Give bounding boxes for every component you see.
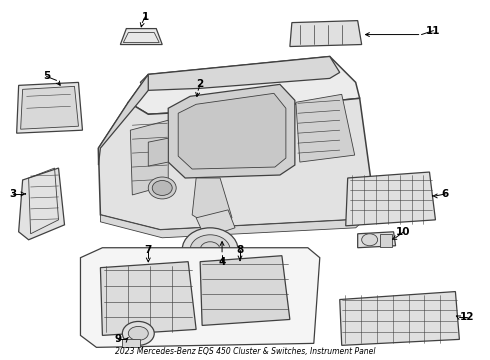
Text: 3: 3 (9, 189, 16, 199)
Polygon shape (168, 84, 295, 178)
Polygon shape (178, 93, 286, 169)
Polygon shape (340, 292, 460, 345)
Polygon shape (130, 120, 168, 195)
Ellipse shape (152, 180, 172, 195)
Text: 2023 Mercedes-Benz EQS 450 Cluster & Switches, Instrument Panel: 2023 Mercedes-Benz EQS 450 Cluster & Swi… (115, 347, 375, 356)
Polygon shape (358, 232, 395, 248)
Ellipse shape (122, 321, 154, 345)
Ellipse shape (182, 228, 238, 272)
Polygon shape (140, 57, 340, 90)
Polygon shape (296, 94, 355, 162)
Polygon shape (21, 86, 78, 129)
Polygon shape (200, 256, 290, 325)
Text: 11: 11 (426, 26, 441, 36)
Ellipse shape (128, 327, 148, 340)
Text: 4: 4 (219, 257, 226, 267)
Polygon shape (80, 248, 320, 347)
Polygon shape (19, 168, 65, 240)
Text: 12: 12 (460, 312, 475, 323)
Polygon shape (100, 200, 378, 238)
Text: 10: 10 (396, 227, 411, 237)
Text: 8: 8 (236, 245, 244, 255)
Polygon shape (98, 75, 148, 165)
Bar (122, 339, 140, 347)
Polygon shape (196, 210, 235, 238)
Text: 5: 5 (43, 71, 50, 81)
Ellipse shape (190, 235, 230, 265)
Text: 1: 1 (142, 12, 149, 22)
Polygon shape (100, 262, 196, 336)
Text: 2: 2 (196, 79, 204, 89)
Text: 7: 7 (145, 245, 152, 255)
Ellipse shape (362, 234, 378, 246)
Polygon shape (98, 98, 374, 230)
Polygon shape (121, 28, 162, 45)
Polygon shape (148, 138, 168, 166)
Polygon shape (128, 57, 360, 114)
Text: 6: 6 (442, 189, 449, 199)
Polygon shape (17, 82, 82, 133)
Polygon shape (346, 172, 436, 226)
Polygon shape (290, 21, 362, 46)
Bar (380, 234, 392, 247)
Ellipse shape (148, 177, 176, 199)
Polygon shape (152, 98, 205, 107)
Text: 9: 9 (115, 334, 122, 345)
Polygon shape (192, 178, 232, 225)
